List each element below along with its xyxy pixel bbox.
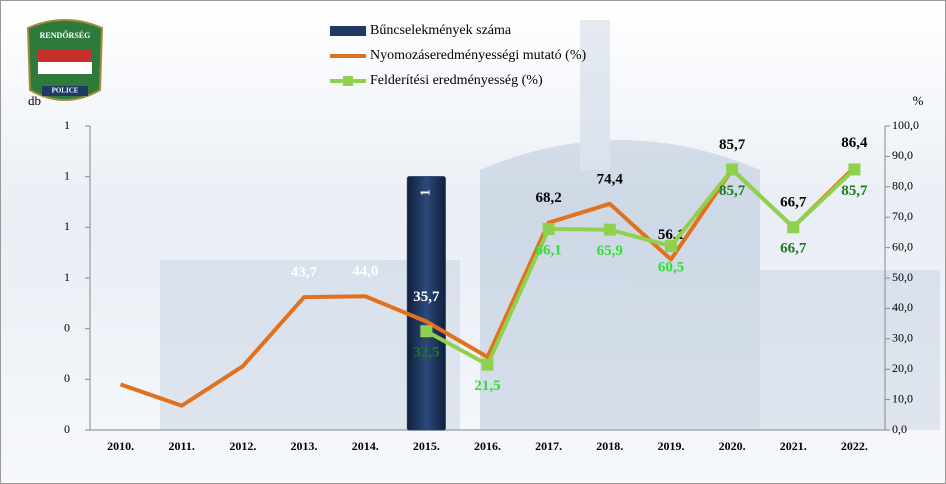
- data-label: 68,2: [536, 190, 562, 206]
- data-label: 85,7: [719, 183, 746, 199]
- legend-label: Felderítési eredményesség (%): [370, 73, 543, 88]
- data-label: 85,7: [841, 183, 868, 199]
- data-label: 32,5: [413, 345, 439, 361]
- y2-tick-label: 80,0: [892, 179, 913, 193]
- y-tick-label: 0: [64, 320, 70, 334]
- x-tick-label: 2018.: [596, 439, 623, 453]
- x-tick-label: 2013.: [291, 439, 318, 453]
- marker: [420, 325, 432, 337]
- y2-axis-label: %: [913, 93, 924, 108]
- y-tick-label: 1: [64, 270, 70, 284]
- x-tick-label: 2016.: [474, 439, 501, 453]
- y2-tick-label: 20,0: [892, 361, 913, 375]
- y-tick-label: 0: [64, 422, 70, 436]
- y2-tick-label: 90,0: [892, 148, 913, 162]
- marker: [482, 359, 494, 371]
- y2-tick-label: 30,0: [892, 331, 913, 345]
- y-tick-label: 1: [64, 219, 70, 233]
- y2-tick-label: 60,0: [892, 239, 913, 253]
- x-tick-label: 2022.: [841, 439, 868, 453]
- y2-tick-label: 0,0: [892, 422, 907, 436]
- y2-tick-label: 10,0: [892, 391, 913, 405]
- y2-tick-label: 100,0: [892, 118, 919, 132]
- data-label: 66,1: [536, 242, 562, 258]
- data-label: 65,9: [597, 243, 623, 259]
- chart: RENDŐRSÉG POLICE db % 00011110,010,020,0…: [0, 0, 946, 484]
- legend-label: Nyomozáseredményességi mutató (%): [370, 48, 586, 63]
- data-label: 74,4: [597, 171, 624, 187]
- marker: [604, 224, 616, 236]
- x-tick-label: 2014.: [352, 439, 379, 453]
- x-tick-label: 2011.: [169, 439, 195, 453]
- x-tick-label: 2019.: [657, 439, 684, 453]
- x-tick-label: 2017.: [535, 439, 562, 453]
- x-tick-label: 2021.: [780, 439, 807, 453]
- x-tick-label: 2020.: [719, 439, 746, 453]
- y-tick-label: 0: [64, 371, 70, 385]
- data-label: 66,7: [780, 195, 807, 211]
- y2-tick-label: 40,0: [892, 300, 913, 314]
- x-tick-label: 2015.: [413, 439, 440, 453]
- data-label: 43,7: [291, 265, 318, 281]
- bar-value-label: 1: [419, 189, 434, 196]
- marker: [665, 240, 677, 252]
- logo-bottom-text: POLICE: [52, 87, 79, 95]
- y-tick-label: 1: [64, 168, 70, 182]
- legend-label: Bűncselekmények száma: [370, 23, 512, 38]
- marker: [726, 163, 738, 175]
- logo-top-text: RENDŐRSÉG: [40, 30, 91, 40]
- data-label: 60,5: [658, 260, 684, 276]
- data-label: 44,0: [352, 264, 378, 280]
- marker: [543, 223, 555, 235]
- y2-tick-label: 70,0: [892, 209, 913, 223]
- marker: [848, 163, 860, 175]
- y-tick-label: 1: [64, 118, 70, 132]
- x-tick-label: 2010.: [107, 439, 134, 453]
- x-tick-label: 2012.: [229, 439, 256, 453]
- legend-swatch: [330, 26, 366, 36]
- data-label: 85,7: [719, 137, 746, 153]
- legend-marker: [343, 76, 353, 86]
- marker: [787, 221, 799, 233]
- police-logo: RENDŐRSÉG POLICE: [28, 20, 102, 100]
- data-label: 21,5: [474, 378, 500, 394]
- data-label: 35,7: [413, 289, 440, 305]
- y-axis-label: db: [28, 93, 41, 108]
- data-label: 66,7: [780, 241, 807, 257]
- y2-tick-label: 50,0: [892, 270, 913, 284]
- data-label: 86,4: [841, 135, 868, 151]
